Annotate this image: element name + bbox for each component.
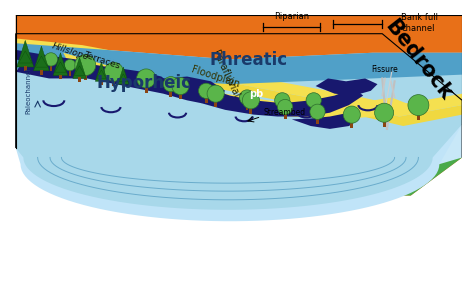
Bar <box>214 101 217 107</box>
Bar <box>350 122 353 128</box>
Bar <box>417 115 420 120</box>
Polygon shape <box>97 70 106 78</box>
Bar <box>122 83 125 88</box>
Bar <box>49 65 53 71</box>
Bar <box>59 75 62 79</box>
Polygon shape <box>292 113 358 129</box>
Circle shape <box>277 99 293 115</box>
Polygon shape <box>16 46 462 126</box>
Polygon shape <box>120 69 171 88</box>
Polygon shape <box>95 62 108 81</box>
Polygon shape <box>16 40 449 119</box>
Circle shape <box>343 106 360 123</box>
Circle shape <box>104 62 123 81</box>
Polygon shape <box>119 74 128 81</box>
Polygon shape <box>316 78 377 95</box>
Polygon shape <box>74 66 85 75</box>
Circle shape <box>75 55 96 76</box>
Circle shape <box>374 103 393 122</box>
Bar <box>100 80 103 85</box>
Text: Fissure: Fissure <box>371 65 398 74</box>
Polygon shape <box>201 88 363 117</box>
Text: Phreatic: Phreatic <box>210 51 288 69</box>
Circle shape <box>137 69 155 88</box>
Bar <box>69 70 72 76</box>
Bar <box>284 114 287 119</box>
Circle shape <box>207 85 224 102</box>
Circle shape <box>310 104 325 119</box>
Text: Hillslope: Hillslope <box>50 41 90 61</box>
Bar <box>24 66 27 71</box>
Text: Riparian: Riparian <box>274 12 310 21</box>
Circle shape <box>408 95 429 116</box>
Polygon shape <box>16 38 462 117</box>
Polygon shape <box>16 58 462 210</box>
Polygon shape <box>34 46 49 71</box>
Bar <box>78 77 81 82</box>
Polygon shape <box>16 50 80 69</box>
Polygon shape <box>16 59 462 135</box>
Bar <box>316 118 319 124</box>
Polygon shape <box>333 15 462 196</box>
Bar <box>112 80 115 86</box>
Polygon shape <box>17 40 34 67</box>
Text: Bank full
channel: Bank full channel <box>401 13 438 33</box>
Circle shape <box>163 77 179 92</box>
Bar <box>205 98 208 103</box>
Polygon shape <box>16 55 462 135</box>
Circle shape <box>239 90 255 105</box>
Bar <box>281 107 284 113</box>
Polygon shape <box>16 34 462 162</box>
Text: pb: pb <box>249 89 264 99</box>
Circle shape <box>199 83 214 99</box>
Bar <box>246 104 248 110</box>
Bar <box>312 107 315 113</box>
Circle shape <box>274 93 290 108</box>
Bar <box>170 91 173 96</box>
Polygon shape <box>64 53 411 119</box>
Polygon shape <box>55 62 66 72</box>
Polygon shape <box>333 134 462 183</box>
Text: Parafluvial: Parafluvial <box>210 49 240 99</box>
Polygon shape <box>16 59 225 103</box>
Polygon shape <box>73 58 86 78</box>
Polygon shape <box>35 56 47 67</box>
Text: Streambed: Streambed <box>263 108 305 117</box>
Bar <box>179 94 182 99</box>
Circle shape <box>44 53 58 66</box>
Text: Terraces: Terraces <box>82 51 121 71</box>
Circle shape <box>306 93 321 108</box>
Polygon shape <box>18 51 32 63</box>
Polygon shape <box>53 53 68 76</box>
Polygon shape <box>333 145 462 196</box>
Polygon shape <box>118 67 129 84</box>
Polygon shape <box>16 124 462 196</box>
Text: Floodplain: Floodplain <box>190 65 241 90</box>
Polygon shape <box>16 34 462 107</box>
Bar <box>383 121 385 127</box>
Bar <box>84 75 87 80</box>
Text: Hyporheic: Hyporheic <box>97 74 192 92</box>
Text: Paleochannel: Paleochannel <box>25 68 31 114</box>
Polygon shape <box>16 43 462 84</box>
Circle shape <box>242 92 259 109</box>
Circle shape <box>172 77 189 95</box>
Bar <box>249 108 252 114</box>
Bar <box>145 87 147 93</box>
Polygon shape <box>16 15 462 221</box>
Text: Bedrock: Bedrock <box>381 16 456 104</box>
Circle shape <box>64 59 76 71</box>
Polygon shape <box>333 124 462 172</box>
Polygon shape <box>16 15 462 59</box>
Bar <box>40 70 43 75</box>
